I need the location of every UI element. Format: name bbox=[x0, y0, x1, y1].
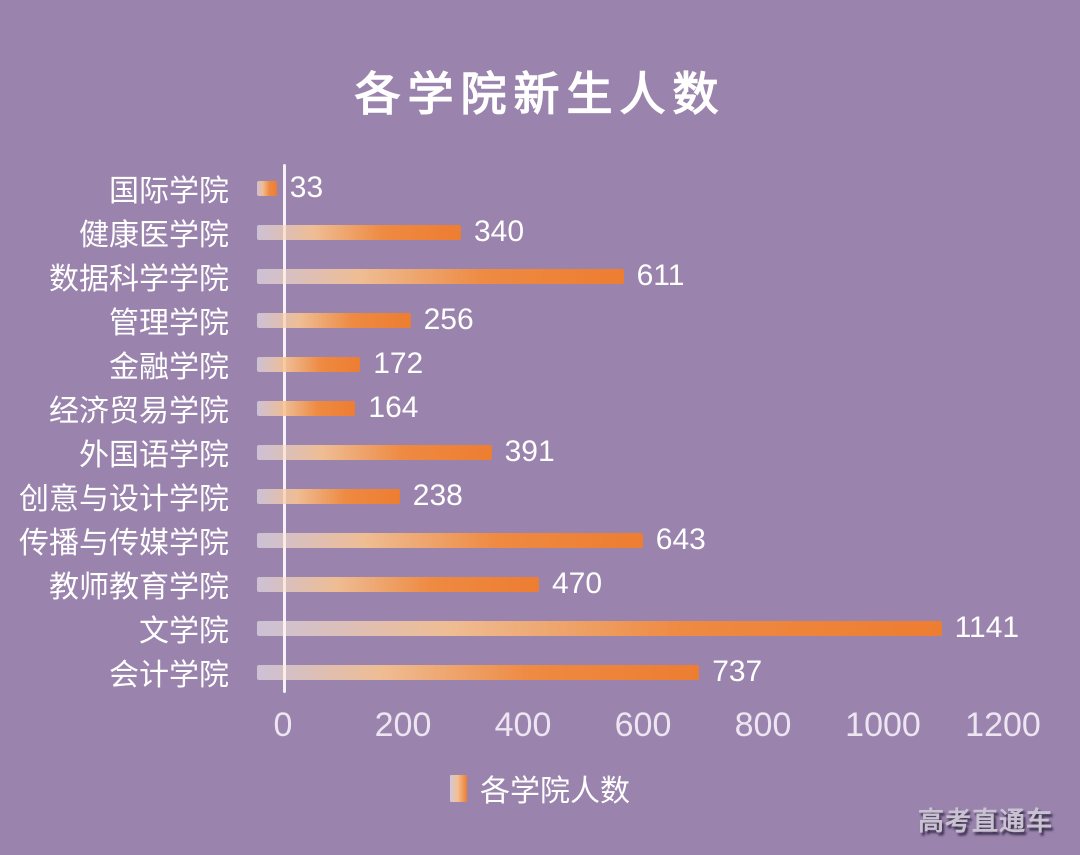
x-tick-label: 1000 bbox=[845, 706, 921, 744]
category-label: 健康医学院 bbox=[79, 219, 229, 252]
category-label: 管理学院 bbox=[109, 307, 229, 340]
bar bbox=[257, 620, 942, 636]
y-axis-line bbox=[283, 164, 286, 693]
category-label: 外国语学院 bbox=[79, 439, 229, 472]
chart-row: 创意与设计学院 238 bbox=[0, 474, 1080, 518]
value-label: 33 bbox=[289, 171, 324, 204]
chart-row: 健康医学院 340 bbox=[0, 210, 1080, 254]
value-label: 340 bbox=[474, 215, 525, 248]
x-tick-label: 400 bbox=[494, 706, 552, 744]
x-tick-label: 200 bbox=[374, 706, 432, 744]
chart-row: 数据科学学院 611 bbox=[0, 254, 1080, 298]
category-label: 金融学院 bbox=[109, 351, 229, 384]
value-label: 1141 bbox=[954, 611, 1020, 644]
x-tick-label: 600 bbox=[614, 706, 672, 744]
chart-rows: 国际学院 33 健康医学院 340 数据科学学院 611 管理学院 256 金融… bbox=[0, 166, 1080, 694]
bar bbox=[257, 268, 624, 284]
bar bbox=[257, 180, 277, 196]
x-tick-label: 1200 bbox=[965, 706, 1041, 744]
category-label: 会计学院 bbox=[109, 659, 229, 692]
bar-track: 391 bbox=[257, 430, 977, 474]
bar bbox=[257, 356, 361, 372]
value-label: 611 bbox=[636, 259, 685, 292]
category-label: 创意与设计学院 bbox=[19, 483, 229, 516]
bar-track: 340 bbox=[257, 210, 977, 254]
bar-track: 470 bbox=[257, 562, 977, 606]
bar bbox=[257, 400, 356, 416]
bar bbox=[257, 224, 461, 240]
chart-row: 传播与传媒学院 643 bbox=[0, 518, 1080, 562]
value-label: 238 bbox=[412, 479, 463, 512]
bar-track: 238 bbox=[257, 474, 977, 518]
chart-row: 管理学院 256 bbox=[0, 298, 1080, 342]
category-label: 传播与传媒学院 bbox=[19, 527, 229, 560]
value-label: 164 bbox=[368, 391, 419, 424]
chart-row: 教师教育学院 470 bbox=[0, 562, 1080, 606]
bar-track: 611 bbox=[257, 254, 977, 298]
chart-row: 金融学院 172 bbox=[0, 342, 1080, 386]
category-label: 文学院 bbox=[139, 615, 229, 648]
bar bbox=[257, 532, 643, 548]
value-label: 172 bbox=[373, 347, 424, 380]
bar bbox=[257, 576, 539, 592]
bar-track: 256 bbox=[257, 298, 977, 342]
bar bbox=[257, 488, 400, 504]
legend: 各学院人数 bbox=[0, 766, 1080, 810]
bar-track: 164 bbox=[257, 386, 977, 430]
bar-track: 33 bbox=[257, 166, 977, 210]
value-label: 391 bbox=[504, 435, 555, 468]
chart-row: 会计学院 737 bbox=[0, 650, 1080, 694]
category-label: 教师教育学院 bbox=[49, 571, 229, 604]
chart-row: 国际学院 33 bbox=[0, 166, 1080, 210]
value-label: 643 bbox=[655, 523, 706, 556]
bar bbox=[257, 312, 411, 328]
chart-row: 经济贸易学院 164 bbox=[0, 386, 1080, 430]
legend-marker-icon bbox=[450, 774, 467, 802]
x-tick-label: 800 bbox=[734, 706, 792, 744]
category-label: 数据科学学院 bbox=[49, 263, 229, 296]
chart-row: 文学院 1141 bbox=[0, 606, 1080, 650]
category-label: 国际学院 bbox=[109, 175, 229, 208]
value-label: 256 bbox=[423, 303, 474, 336]
value-label: 470 bbox=[552, 567, 603, 600]
category-label: 经济贸易学院 bbox=[49, 395, 229, 428]
bar bbox=[257, 664, 700, 680]
bar bbox=[257, 444, 492, 460]
x-axis-ticks: 0 200 400 600 800 1000 1200 bbox=[274, 706, 1041, 746]
bar-track: 172 bbox=[257, 342, 977, 386]
bar-track: 737 bbox=[257, 650, 977, 694]
bar-track: 643 bbox=[257, 518, 977, 562]
chart-title: 各学院新生人数 bbox=[354, 68, 726, 120]
chart-row: 外国语学院 391 bbox=[0, 430, 1080, 474]
value-label: 737 bbox=[712, 655, 763, 688]
watermark: 高考直通车 bbox=[917, 806, 1053, 836]
bar-track: 1141 bbox=[257, 606, 1019, 650]
x-tick-label: 0 bbox=[273, 706, 293, 744]
legend-label: 各学院人数 bbox=[480, 775, 630, 808]
